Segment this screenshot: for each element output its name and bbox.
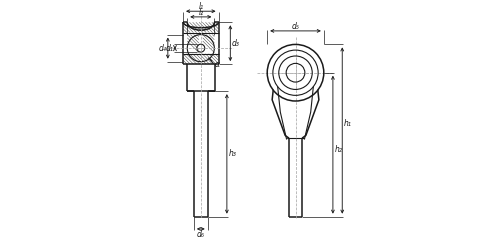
- Text: d₁: d₁: [166, 44, 173, 53]
- Text: d₆: d₆: [197, 230, 204, 239]
- Text: l₂: l₂: [198, 8, 203, 17]
- Text: d₄: d₄: [158, 44, 166, 53]
- Text: h₂: h₂: [334, 145, 342, 154]
- Text: d₅: d₅: [292, 22, 300, 31]
- Text: α: α: [215, 60, 220, 70]
- Text: l₁: l₁: [198, 2, 203, 11]
- Text: h₃: h₃: [228, 150, 236, 158]
- Text: d₃: d₃: [232, 39, 239, 48]
- Text: h₁: h₁: [344, 119, 351, 128]
